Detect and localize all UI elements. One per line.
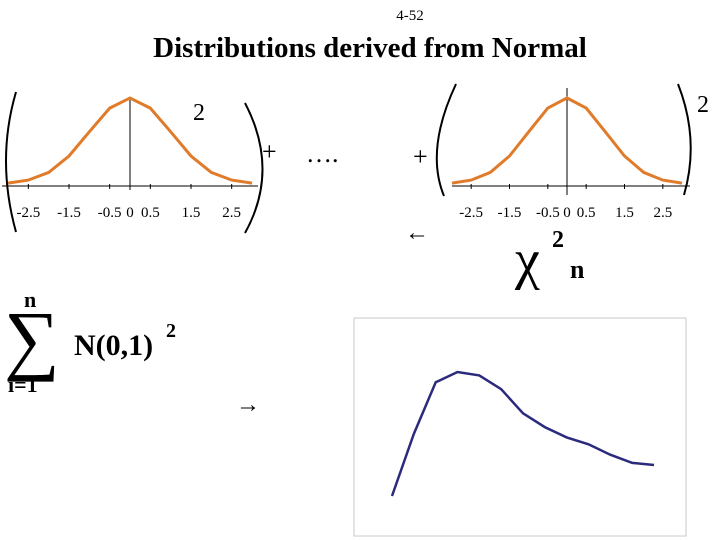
right-tick-label: -1.5 — [498, 205, 522, 221]
plus-operator-1: + — [262, 137, 277, 166]
left-tick-label: 1.5 — [182, 205, 201, 221]
chi-symbol: χ — [514, 229, 540, 291]
summation-lower-limit: i=1 — [8, 372, 38, 397]
left-tick-label: 0 — [126, 205, 134, 221]
right-close-paren — [677, 83, 692, 196]
chi-subscript: n — [570, 255, 585, 284]
left-tick-label: -0.5 — [98, 205, 122, 221]
ellipsis: …. — [306, 139, 339, 168]
left-normal-term: -2.5 -1.5 -0.5 0 0.5 1.5 2.5 2 — [2, 91, 264, 234]
chi-chart-frame — [353, 317, 687, 537]
summation-expression: n ∑ i=1 N(0,1) 2 — [4, 287, 176, 397]
left-tick-label: 2.5 — [222, 205, 241, 221]
summation-exponent: 2 — [166, 320, 176, 342]
summation-upper-limit: n — [24, 287, 36, 312]
slide-title: Distributions derived from Normal — [153, 32, 587, 64]
left-tick-label: -1.5 — [57, 205, 81, 221]
right-tick-label: -0.5 — [536, 205, 560, 221]
right-normal-term: -2.5 -1.5 -0.5 0 0.5 1.5 2.5 2 — [435, 83, 709, 221]
chi-square-label: χ 2 n — [514, 227, 585, 291]
right-tick-label: 0 — [563, 205, 571, 221]
summation-term: N(0,1) — [74, 329, 153, 362]
right-arrow: → — [236, 392, 260, 418]
chi-square-curve — [390, 370, 655, 497]
right-normal-curve — [451, 96, 683, 185]
left-tick-label: -2.5 — [16, 205, 40, 221]
right-tick-label: 2.5 — [653, 205, 672, 221]
left-close-paren — [244, 102, 264, 234]
right-exponent: 2 — [697, 92, 709, 118]
left-tick-label: 0.5 — [141, 205, 160, 221]
left-open-paren — [5, 91, 17, 233]
left-exponent: 2 — [193, 100, 205, 126]
right-tick-label: 1.5 — [615, 205, 634, 221]
right-tick-label: 0.5 — [577, 205, 596, 221]
chi-superscript: 2 — [552, 227, 564, 253]
slide-number: 4-52 — [396, 8, 424, 24]
plus-operator-2: + — [413, 142, 428, 171]
left-arrow: ← — [405, 220, 429, 246]
summation-sigma: ∑ — [4, 295, 60, 382]
right-open-paren — [435, 83, 457, 197]
right-tick-label: -2.5 — [459, 205, 483, 221]
left-normal-curve — [7, 96, 253, 185]
chi-square-chart — [353, 317, 687, 537]
